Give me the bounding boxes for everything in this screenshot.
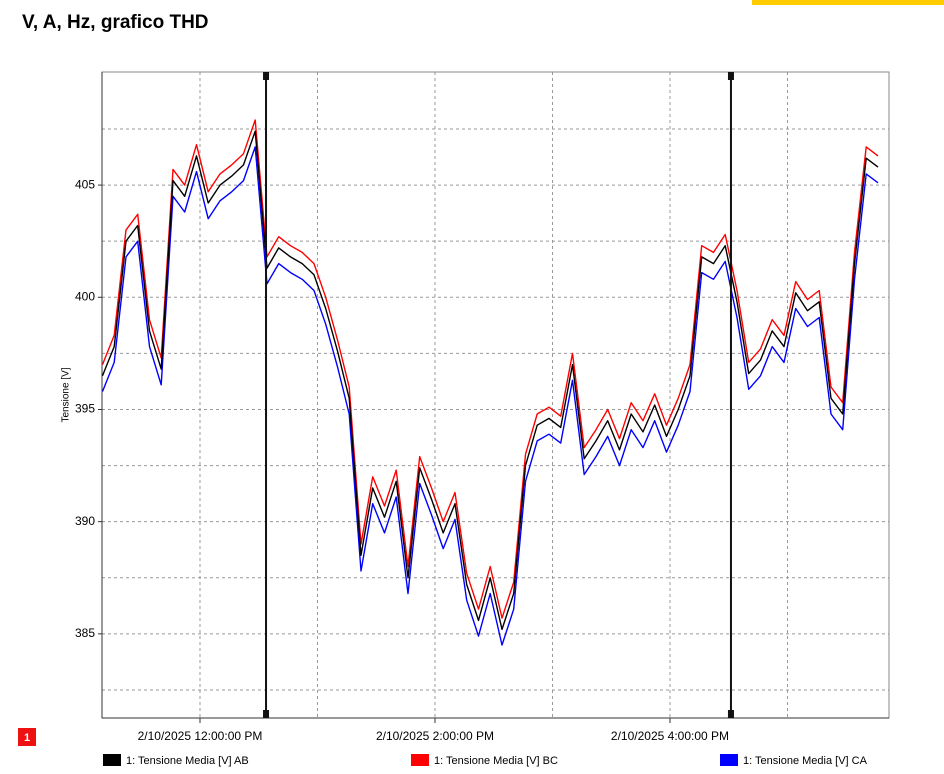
plot-frame <box>101 71 890 719</box>
heading: V, A, Hz, grafico THD <box>22 12 209 33</box>
cursor-handle <box>727 710 734 718</box>
series-line <box>101 146 879 646</box>
y-tick-label: 400 <box>75 289 95 303</box>
badge-box <box>18 728 36 746</box>
legend-label: 1: Tensione Media [V] CA <box>743 755 868 767</box>
cursor-handle <box>263 72 270 80</box>
cursor-handle <box>727 72 734 80</box>
legend-swatch <box>411 754 429 766</box>
legend-label: 1: Tensione Media [V] AB <box>126 755 249 767</box>
x-tick-label: 2/10/2025 12:00:00 PM <box>138 729 263 743</box>
legend-swatch <box>103 754 121 766</box>
x-tick-label: 2/10/2025 4:00:00 PM <box>611 729 729 743</box>
x-tick-label: 2/10/2025 2:00:00 PM <box>376 729 494 743</box>
y-tick-label: 395 <box>75 402 95 416</box>
y-tick-label: 385 <box>75 626 95 640</box>
cursor-handle <box>263 710 270 718</box>
accent-bar <box>752 0 944 5</box>
y-tick-label: 390 <box>75 514 95 528</box>
y-axis-label: Tensione [V] <box>61 367 72 422</box>
badge: 1 <box>24 732 30 744</box>
series-line <box>101 130 879 631</box>
series-line <box>101 119 879 619</box>
legend-label: 1: Tensione Media [V] BC <box>434 755 558 767</box>
legend-swatch <box>720 754 738 766</box>
y-tick-label: 405 <box>75 177 95 191</box>
